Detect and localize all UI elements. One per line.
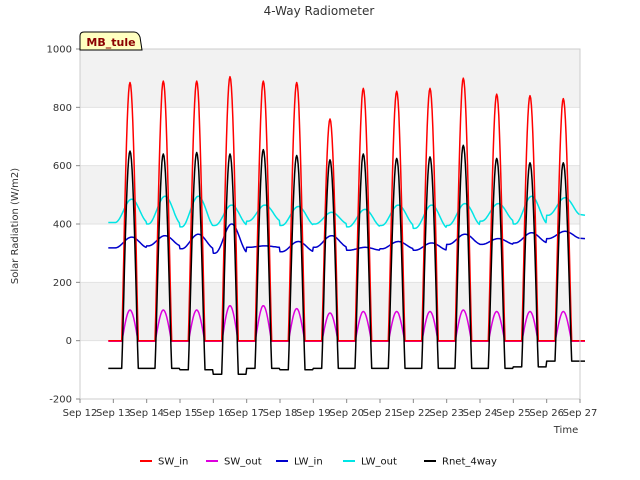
x-tick-label: Sep 26 (529, 408, 564, 419)
legend-label: LW_in (294, 457, 323, 468)
x-tick-label: Sep 17 (229, 408, 264, 419)
x-tick-label: Sep 25 (496, 408, 531, 419)
x-tick-label: Sep 24 (463, 408, 498, 419)
legend-label: SW_in (158, 457, 188, 468)
y-tick-label: 800 (53, 103, 72, 114)
x-tick-label: Sep 15 (163, 408, 198, 419)
chart-title: 4-Way Radiometer (264, 4, 375, 18)
x-tick-label: Sep 20 (329, 408, 364, 419)
x-tick-label: Sep 13 (96, 408, 131, 419)
x-tick-label: Sep 23 (429, 408, 464, 419)
y-tick-label: 1000 (47, 45, 72, 56)
y-tick-label: 400 (53, 220, 72, 231)
legend: SW_in SW_out LW_in LW_out Rnet_4way (140, 457, 497, 468)
legend-label: SW_out (224, 457, 262, 468)
y-tick-label: 200 (53, 278, 72, 289)
background-band (80, 165, 580, 224)
x-axis-title: Time (553, 425, 578, 436)
station-badge-label: MB_tule (86, 36, 135, 49)
y-axis-title: Solar Radiation (W/m2) (10, 168, 21, 284)
background-band (80, 49, 580, 108)
background-band (80, 107, 580, 166)
x-tick-label: Sep 14 (129, 408, 164, 419)
legend-label: Rnet_4way (442, 457, 497, 468)
legend-label: LW_out (361, 457, 397, 468)
station-badge: MB_tule (79, 31, 143, 51)
x-tick-label: Sep 16 (196, 408, 231, 419)
background-band (80, 224, 580, 283)
x-tick-label: Sep 21 (363, 408, 398, 419)
x-tick-label: Sep 18 (263, 408, 298, 419)
y-tick-label: 600 (53, 161, 72, 172)
y-tick-label: 0 (66, 336, 72, 347)
series-layer (108, 75, 586, 375)
x-tick-label: Sep 19 (296, 408, 331, 419)
series-line-rnet-4way (108, 144, 585, 375)
y-axis-ticks: -200 0 200 400 600 800 1000 (47, 45, 80, 406)
x-tick-label: Sep 27 (563, 408, 598, 419)
series-line-sw-in (108, 75, 585, 342)
x-tick-label: Sep 12 (63, 408, 98, 419)
x-tick-label: Sep 22 (396, 408, 431, 419)
background-band (80, 340, 580, 399)
y-tick-label: -200 (49, 395, 72, 406)
